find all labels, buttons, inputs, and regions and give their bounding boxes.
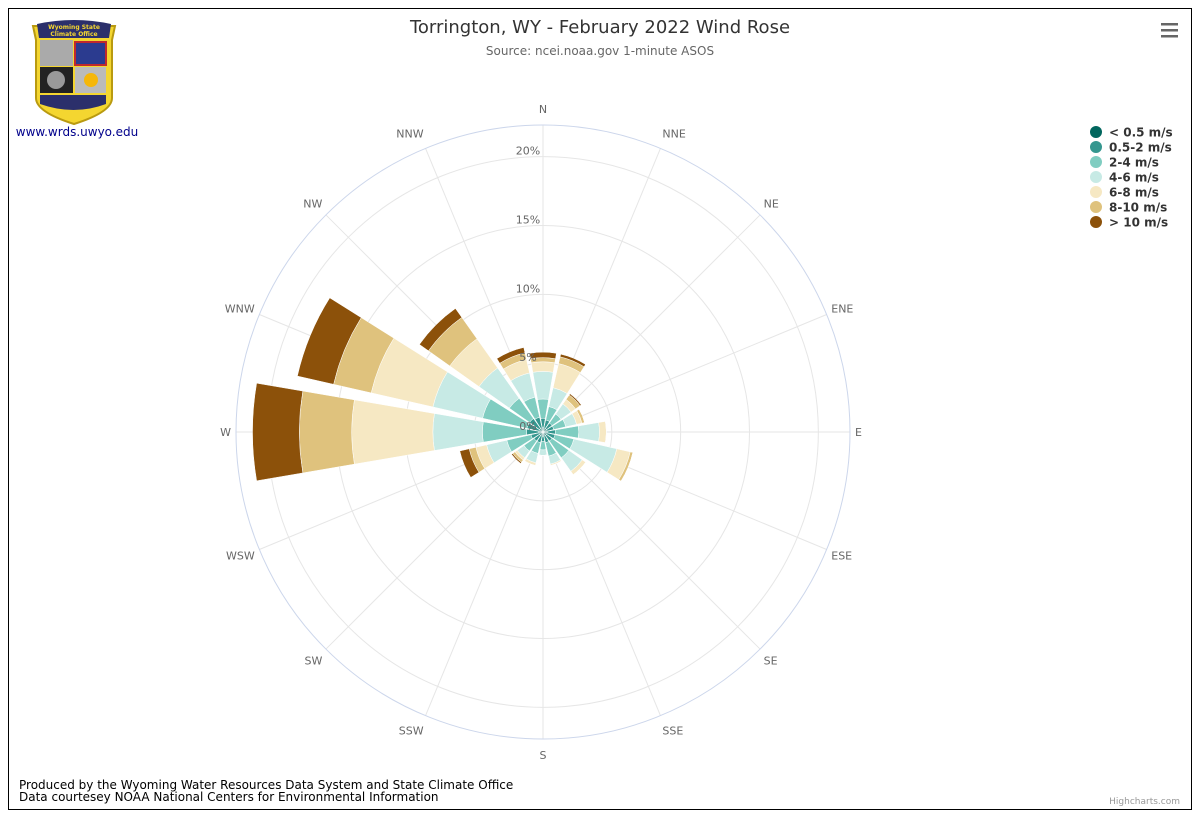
direction-label: S — [540, 749, 547, 762]
wind-segment — [539, 450, 547, 456]
logo-text: Wyoming State — [48, 24, 100, 31]
y-tick-label: 10% — [516, 282, 540, 295]
chart-subtitle: Source: ncei.noaa.gov 1-minute ASOS — [486, 44, 714, 58]
chart-title: Torrington, WY - February 2022 Wind Rose — [409, 17, 790, 38]
legend-symbol — [1090, 201, 1102, 213]
legend-symbol — [1090, 171, 1102, 183]
direction-label: W — [220, 426, 231, 439]
legend-label: 2-4 m/s — [1109, 156, 1159, 170]
logo-text: Climate Office — [50, 31, 97, 38]
direction-label: SSW — [399, 724, 424, 737]
wind-segment — [599, 421, 607, 442]
direction-label: WNW — [225, 302, 255, 315]
wind-segment — [578, 423, 599, 442]
direction-label: NW — [303, 198, 322, 211]
direction-label: NNE — [662, 128, 685, 141]
credits-link[interactable]: Highcharts.com — [1109, 797, 1180, 807]
logo-link[interactable]: www.wrds.uwyo.edu — [16, 125, 138, 139]
logo-moon — [47, 71, 65, 89]
direction-label: NE — [764, 198, 779, 211]
legend-label: < 0.5 m/s — [1109, 126, 1173, 140]
direction-label: SE — [764, 654, 778, 667]
legend-symbol — [1090, 156, 1102, 168]
wind-segment — [299, 391, 354, 473]
direction-label: SSE — [662, 724, 683, 737]
wind-segment — [253, 383, 303, 481]
legend-symbol — [1090, 186, 1102, 198]
legend-symbol — [1090, 141, 1102, 153]
direction-label: ESE — [831, 550, 852, 563]
direction-label: WSW — [226, 550, 255, 563]
direction-label: SW — [305, 654, 323, 667]
logo-panel — [40, 40, 73, 66]
y-tick-label: 0% — [519, 420, 536, 433]
legend-symbol — [1090, 126, 1102, 138]
legend-label: 8-10 m/s — [1109, 201, 1167, 215]
menu-bar — [1161, 35, 1178, 38]
y-tick-label: 5% — [519, 351, 536, 364]
y-tick-label: 15% — [516, 213, 540, 226]
legend-symbol — [1090, 216, 1102, 228]
credit-text: Data courtesey NOAA National Centers for… — [19, 790, 439, 804]
direction-label: N — [539, 103, 547, 116]
frame — [9, 9, 1192, 810]
logo-sun — [84, 73, 98, 87]
direction-label: ENE — [831, 302, 853, 315]
menu-bar — [1161, 23, 1178, 26]
logo-flag — [75, 42, 106, 65]
y-tick-label: 20% — [516, 145, 540, 158]
direction-label: NNW — [396, 128, 423, 141]
legend-label: 0.5-2 m/s — [1109, 141, 1172, 155]
legend-label: 4-6 m/s — [1109, 171, 1159, 185]
direction-label: E — [855, 426, 862, 439]
menu-button[interactable] — [1161, 23, 1178, 38]
legend-label: > 10 m/s — [1109, 216, 1168, 230]
menu-bar — [1161, 29, 1178, 32]
legend-label: 6-8 m/s — [1109, 186, 1159, 200]
